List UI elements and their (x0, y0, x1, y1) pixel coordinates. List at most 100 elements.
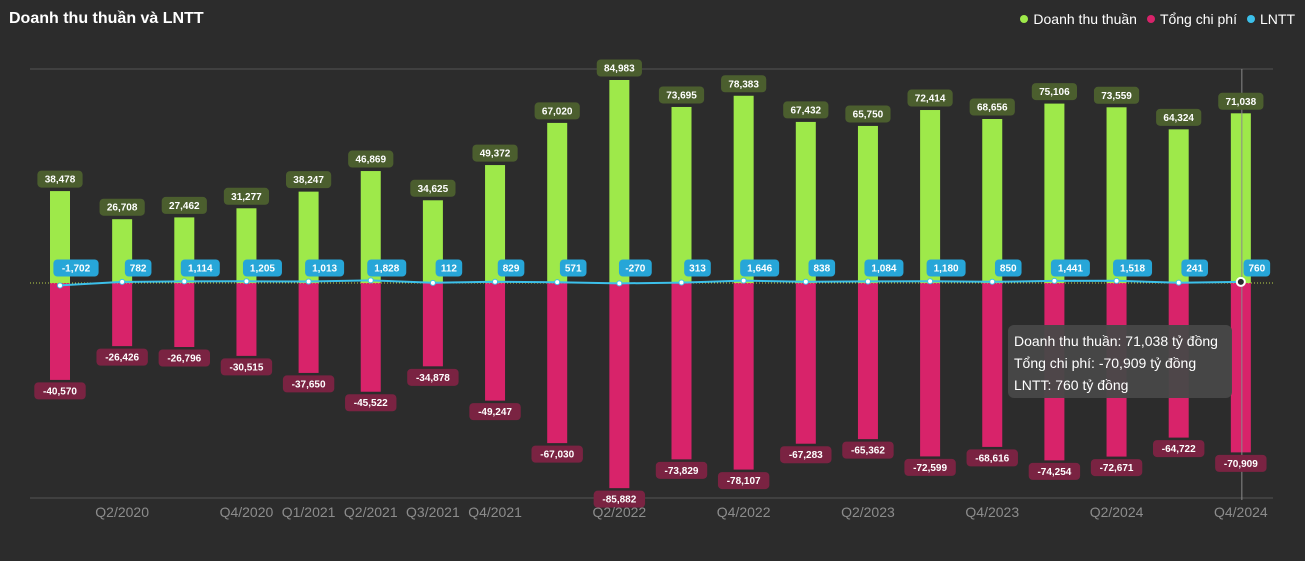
profit-value-label: 838 (813, 264, 830, 275)
profit-value-label-bg (1050, 259, 1090, 277)
revenue-value-label: 49,372 (480, 149, 511, 160)
revenue-value-label-bg (1093, 86, 1140, 104)
revenue-value-label-bg (223, 187, 270, 205)
revenue-value-label-bg (37, 170, 83, 188)
x-tick-label: Q2/2020 (95, 504, 149, 520)
cost-value-label-bg (96, 348, 148, 366)
cost-value-label-bg (655, 461, 708, 479)
cost-bar (733, 283, 754, 470)
profit-point (492, 278, 499, 285)
profit-value-label-bg (618, 259, 652, 277)
legend-dot-cost (1146, 15, 1155, 23)
profit-value-label: 571 (565, 264, 582, 275)
profit-value-label-bg (994, 259, 1022, 277)
revenue-bar (733, 95, 754, 283)
revenue-value-label: 68,656 (977, 103, 1008, 114)
revenue-value-label: 38,478 (45, 175, 76, 186)
cost-bar (547, 283, 568, 444)
cost-value-label-bg (1028, 462, 1081, 480)
cost-value-label: -73,829 (665, 466, 699, 477)
profit-value-label: 1,828 (374, 264, 399, 275)
cost-value-label: -26,796 (167, 354, 201, 365)
profit-value-label: 1,441 (1058, 264, 1083, 275)
cost-value-label-bg (593, 490, 646, 508)
legend-dot-profit (1247, 15, 1255, 23)
revenue-value-label: 64,324 (1163, 113, 1194, 124)
cost-bar (360, 283, 381, 392)
cost-value-label: -78,107 (727, 476, 761, 487)
profit-value-label: 313 (689, 264, 706, 275)
chart-title: Doanh thu thuần và LNTT (9, 10, 204, 27)
chart-tooltip: Doanh thu thuần: 71,038 tỷ đồng Tổng chi… (1008, 325, 1232, 398)
profit-value-label-bg (124, 259, 152, 277)
x-tick-label: Q2/2024 (1090, 504, 1144, 520)
cost-value-label: -70,909 (1224, 459, 1258, 470)
legend-item-revenue[interactable]: Doanh thu thuần (1020, 11, 1137, 27)
revenue-value-label: 67,432 (791, 105, 822, 116)
revenue-bar (671, 106, 692, 283)
revenue-value-label-bg (845, 105, 891, 123)
profit-value-label-bg (242, 259, 282, 277)
profit-point (305, 278, 312, 285)
cost-value-label: -74,254 (1037, 467, 1071, 478)
cost-value-label-bg (345, 394, 397, 412)
cost-bar (485, 283, 506, 401)
revenue-bar (1106, 107, 1127, 283)
profit-value-label-bg (808, 259, 836, 277)
revenue-value-label-bg (1031, 83, 1077, 101)
revenue-value-label: 27,462 (169, 201, 200, 212)
profit-value-label: -270 (625, 264, 645, 275)
legend-dot-revenue (1020, 15, 1029, 23)
cost-value-label-bg (407, 368, 459, 386)
cost-value-label: -49,247 (478, 407, 512, 418)
cost-value-label: -45,522 (354, 398, 388, 409)
cost-value-label-bg (531, 445, 583, 463)
tooltip-cost: Tổng chi phí: -70,909 tỷ đồng (1014, 355, 1197, 371)
cost-bar (671, 283, 692, 460)
profit-point (1051, 277, 1058, 284)
profit-point (119, 278, 126, 285)
revenue-bar (609, 80, 630, 283)
revenue-value-label: 78,383 (728, 79, 759, 90)
profit-value-label-bg (1243, 259, 1271, 277)
cost-value-label: -26,426 (105, 353, 139, 364)
legend-item-cost[interactable]: Tổng chi phí (1146, 11, 1237, 27)
revenue-value-label-bg (161, 196, 207, 214)
cost-value-label-bg (1215, 454, 1267, 472)
profit-point (678, 279, 685, 286)
profit-value-label-bg (1113, 259, 1153, 277)
revenue-value-label: 31,277 (231, 192, 262, 203)
revenue-value-label-bg (783, 101, 829, 119)
profit-point (616, 280, 623, 287)
revenue-value-label: 75,106 (1039, 87, 1070, 98)
cost-bar (50, 283, 70, 380)
x-tick-label: Q1/2021 (282, 504, 336, 520)
revenue-bar (795, 121, 816, 283)
legend-item-profit[interactable]: LNTT (1247, 11, 1295, 27)
revenue-value-label-bg (472, 144, 518, 162)
profit-value-label: 1,114 (188, 264, 213, 275)
profit-point (429, 279, 436, 286)
profit-value-label-bg (53, 259, 99, 277)
legend-label-revenue: Doanh thu thuần (1033, 11, 1137, 27)
revenue-bar (547, 122, 568, 284)
profit-value-label-bg (367, 259, 407, 277)
cost-value-label-bg (1090, 459, 1143, 477)
revenue-value-label: 73,559 (1101, 91, 1132, 102)
profit-point (740, 277, 747, 284)
revenue-value-label-bg (721, 75, 767, 93)
cost-value-label: -34,878 (416, 373, 450, 384)
profit-value-label-bg (684, 259, 711, 277)
revenue-bar (360, 171, 381, 283)
cost-bar (857, 283, 878, 440)
cost-value-label-bg (282, 375, 335, 393)
revenue-value-label: 84,983 (604, 64, 635, 75)
x-tick-label: Q2/2022 (592, 504, 646, 520)
revenue-bar (485, 165, 506, 283)
profit-line (59, 279, 1241, 287)
revenue-value-label: 38,247 (293, 175, 324, 186)
x-tick-label: Q2/2023 (841, 504, 895, 520)
cost-value-label: -68,616 (975, 453, 1009, 464)
revenue-value-label: 67,020 (542, 106, 573, 117)
revenue-bar (857, 125, 878, 284)
